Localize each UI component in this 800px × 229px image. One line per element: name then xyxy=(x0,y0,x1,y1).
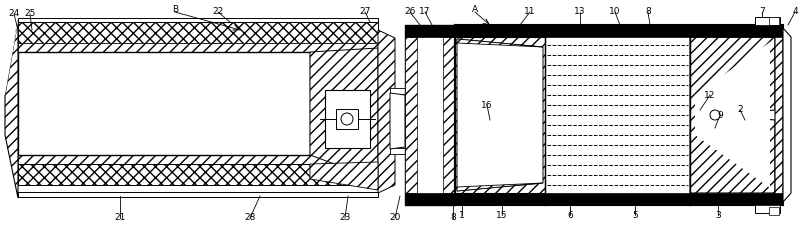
Text: 22: 22 xyxy=(212,8,224,16)
Bar xyxy=(455,25,783,37)
Bar xyxy=(405,193,455,205)
Polygon shape xyxy=(695,42,770,188)
Bar xyxy=(455,193,783,205)
Polygon shape xyxy=(325,90,370,148)
Bar xyxy=(18,18,378,22)
Polygon shape xyxy=(18,22,378,43)
Polygon shape xyxy=(310,48,378,180)
Polygon shape xyxy=(3,18,18,95)
Text: 3: 3 xyxy=(715,210,721,220)
Polygon shape xyxy=(18,52,310,155)
Text: B: B xyxy=(172,5,178,14)
Text: 5: 5 xyxy=(632,210,638,220)
Bar xyxy=(405,25,455,205)
Polygon shape xyxy=(310,162,378,190)
Text: 7: 7 xyxy=(759,8,765,16)
Polygon shape xyxy=(5,20,18,198)
Bar xyxy=(405,25,455,37)
Text: A: A xyxy=(472,5,478,14)
Text: 8: 8 xyxy=(450,213,456,223)
Text: 9: 9 xyxy=(717,111,723,120)
Text: 25: 25 xyxy=(24,9,36,19)
Text: 20: 20 xyxy=(390,213,401,223)
Polygon shape xyxy=(378,30,395,193)
Polygon shape xyxy=(390,93,405,149)
Text: 21: 21 xyxy=(114,213,126,223)
Bar xyxy=(390,148,405,154)
Polygon shape xyxy=(457,183,543,191)
Bar xyxy=(755,17,780,27)
Bar xyxy=(390,88,405,94)
Text: 17: 17 xyxy=(419,8,430,16)
Text: 24: 24 xyxy=(8,9,20,19)
Polygon shape xyxy=(18,155,378,164)
Polygon shape xyxy=(443,37,455,193)
Text: 23: 23 xyxy=(339,213,350,223)
Bar xyxy=(769,17,779,25)
Text: 26: 26 xyxy=(404,8,416,16)
Polygon shape xyxy=(457,39,543,47)
Text: 6: 6 xyxy=(567,210,573,220)
Text: 15: 15 xyxy=(496,210,508,220)
Text: 2: 2 xyxy=(737,106,743,114)
Text: 1: 1 xyxy=(459,210,465,220)
Text: 11: 11 xyxy=(524,8,536,16)
Circle shape xyxy=(710,110,720,120)
Text: 4: 4 xyxy=(792,8,798,16)
Polygon shape xyxy=(455,37,545,193)
Polygon shape xyxy=(18,164,378,185)
Bar xyxy=(336,109,358,129)
Polygon shape xyxy=(690,37,775,193)
Text: 13: 13 xyxy=(574,8,586,16)
Text: 8: 8 xyxy=(645,8,651,16)
Bar xyxy=(769,207,779,215)
Text: 10: 10 xyxy=(610,8,621,16)
Polygon shape xyxy=(775,25,783,205)
Text: 12: 12 xyxy=(704,90,716,99)
Polygon shape xyxy=(783,28,791,202)
Text: 28: 28 xyxy=(244,213,256,223)
Text: 27: 27 xyxy=(359,8,370,16)
Circle shape xyxy=(341,113,353,125)
Bar xyxy=(18,192,378,197)
Polygon shape xyxy=(457,39,543,191)
Text: 16: 16 xyxy=(482,101,493,109)
Bar xyxy=(455,25,783,205)
Polygon shape xyxy=(18,43,378,52)
Polygon shape xyxy=(405,37,417,193)
Bar xyxy=(755,203,780,213)
